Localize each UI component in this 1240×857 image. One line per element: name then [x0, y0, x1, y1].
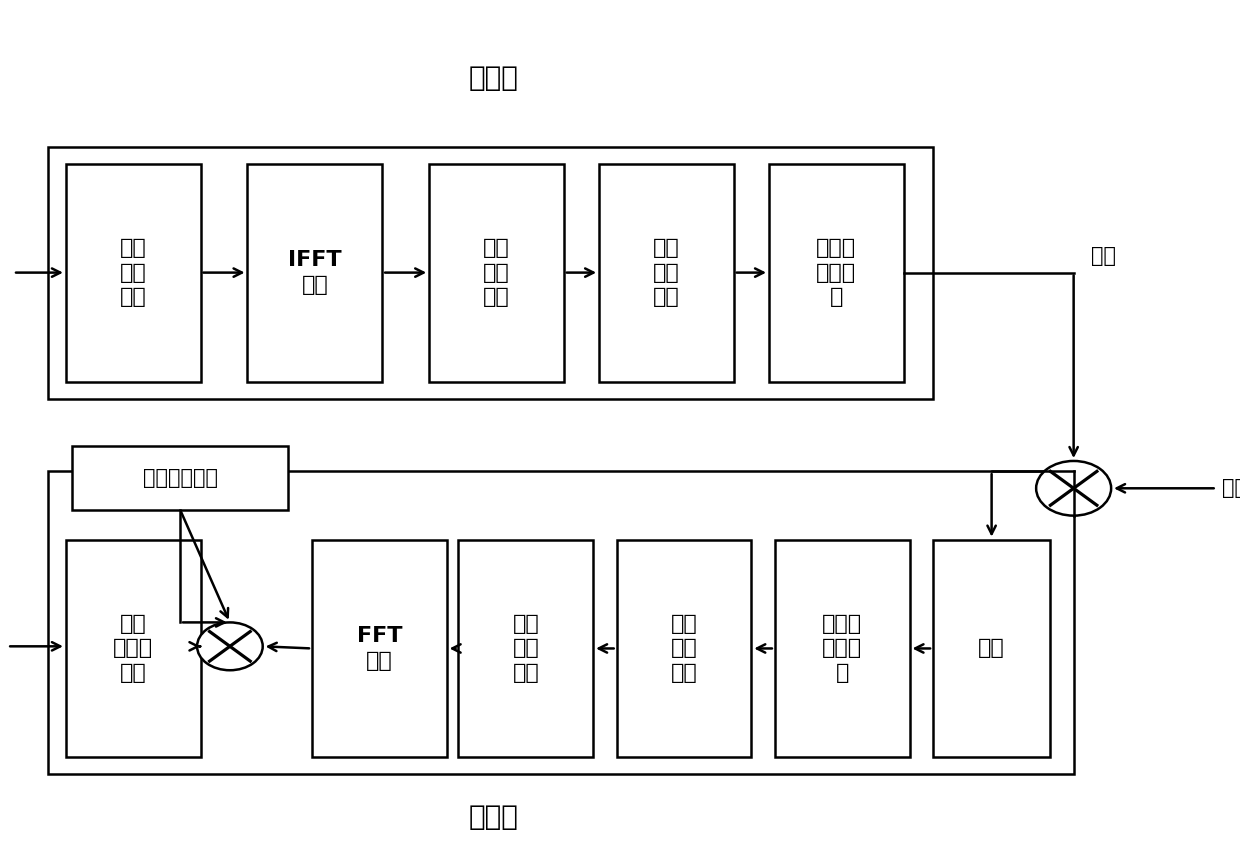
Bar: [48, 147, 932, 399]
Bar: [72, 446, 289, 510]
Bar: [66, 540, 201, 758]
Bar: [312, 540, 446, 758]
Text: 信号
映射
模块: 信号 映射 模块: [120, 237, 146, 308]
Text: 噪声: 噪声: [1223, 478, 1240, 498]
Bar: [599, 164, 734, 381]
Bar: [248, 164, 382, 381]
Bar: [932, 540, 1050, 758]
Text: 信道: 信道: [1091, 245, 1116, 266]
Bar: [775, 540, 910, 758]
Bar: [48, 471, 1074, 775]
Text: FFT
模块: FFT 模块: [357, 626, 402, 671]
Text: 加循环
前缀模
块: 加循环 前缀模 块: [816, 237, 857, 308]
Text: 同步: 同步: [978, 638, 1004, 658]
Text: IFFT
模块: IFFT 模块: [288, 250, 342, 295]
Text: 串并
转换
模块: 串并 转换 模块: [671, 614, 697, 683]
Text: 去循环
前缀模
块: 去循环 前缀模 块: [822, 614, 862, 683]
Bar: [616, 540, 751, 758]
Text: 矩阵
解码
模块: 矩阵 解码 模块: [512, 614, 539, 683]
Text: 并串
转换
模块: 并串 转换 模块: [653, 237, 680, 308]
Bar: [429, 164, 564, 381]
Bar: [459, 540, 593, 758]
Bar: [66, 164, 201, 381]
Text: 信号
逆映射
模块: 信号 逆映射 模块: [113, 614, 154, 683]
Text: 矩阵
编码
模块: 矩阵 编码 模块: [484, 237, 510, 308]
Circle shape: [197, 622, 263, 670]
Bar: [769, 164, 904, 381]
Text: 接收端: 接收端: [469, 803, 518, 831]
Text: 发送端: 发送端: [469, 64, 518, 93]
Circle shape: [1037, 461, 1111, 516]
Text: 信道均衡模块: 信道均衡模块: [143, 468, 217, 488]
